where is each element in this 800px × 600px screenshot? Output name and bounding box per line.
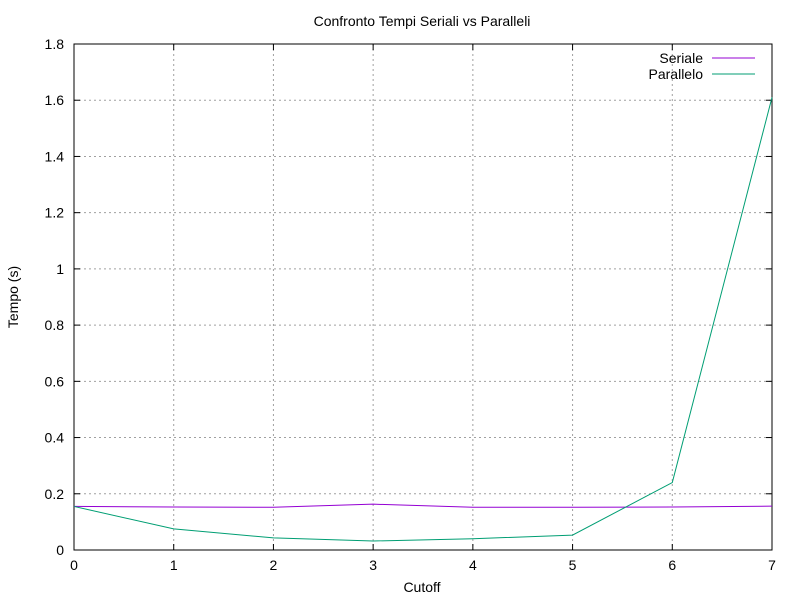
- x-tick-label: 4: [469, 557, 477, 573]
- x-tick-label: 1: [170, 557, 178, 573]
- y-tick-label: 1.6: [45, 92, 65, 108]
- y-tick-label: 1: [56, 261, 64, 277]
- x-axis-label: Cutoff: [403, 579, 440, 595]
- x-tick-label: 6: [668, 557, 676, 573]
- series-line-parallelo: [73, 97, 773, 542]
- x-tick-label: 3: [369, 557, 377, 573]
- x-tick-label: 7: [768, 557, 776, 573]
- y-tick-label: 0: [56, 542, 64, 558]
- y-tick-label: 1.4: [45, 148, 65, 164]
- y-tick-label: 0.4: [45, 430, 65, 446]
- y-tick-label: 1.8: [45, 36, 65, 52]
- y-axis-label: Tempo (s): [5, 266, 21, 328]
- y-tick-label: 0.8: [45, 317, 65, 333]
- grid: [74, 44, 772, 550]
- axis-ticks: 0 1 2 3 4 5 6 7 0 0.2 0.4 0.6 0.8 1 1.2 1.4 1.6 1.8: [45, 36, 777, 573]
- series-group: [73, 97, 773, 542]
- plot-frame: [73, 43, 773, 551]
- chart-title: Confronto Tempi Seriali vs Paralleli: [314, 13, 531, 29]
- legend-label-parallelo: Parallelo: [649, 66, 704, 82]
- y-tick-label: 1.2: [45, 205, 65, 221]
- y-tick-label: 0.2: [45, 486, 65, 502]
- y-tick-label: 0.6: [45, 373, 65, 389]
- x-tick-label: 0: [70, 557, 78, 573]
- x-tick-label: 2: [270, 557, 278, 573]
- legend-label-seriale: Seriale: [659, 50, 703, 66]
- series-line-seriale: [73, 503, 773, 508]
- x-tick-label: 5: [569, 557, 577, 573]
